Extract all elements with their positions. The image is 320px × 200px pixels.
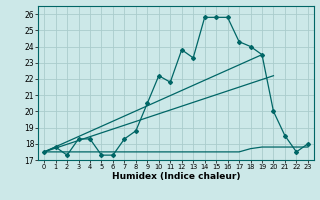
X-axis label: Humidex (Indice chaleur): Humidex (Indice chaleur) [112,172,240,181]
